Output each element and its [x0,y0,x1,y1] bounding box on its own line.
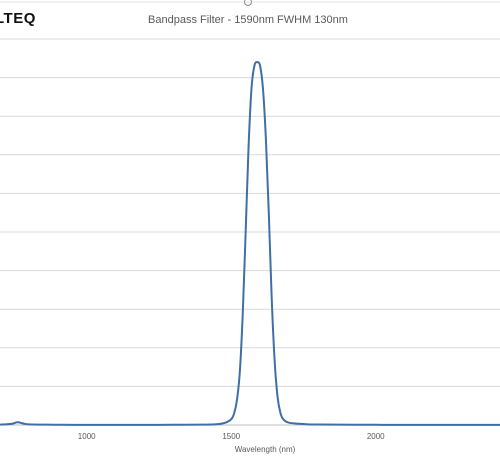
x-axis-title: Wavelength (nm) [235,445,296,454]
x-tick-label-2000: 2000 [367,432,385,441]
chart-title: Bandpass Filter - 1590nm FWHM 130nm [148,14,348,26]
x-tick-label-1500: 1500 [222,432,240,441]
logo-text: LTEQ [0,10,36,27]
chart-resize-handle[interactable] [244,0,252,6]
axes: 1000 1500 2000 [0,424,500,441]
x-tick-label-1000: 1000 [78,432,96,441]
series-line-0 [0,61,500,426]
series-group [0,61,500,426]
grid [0,38,500,387]
